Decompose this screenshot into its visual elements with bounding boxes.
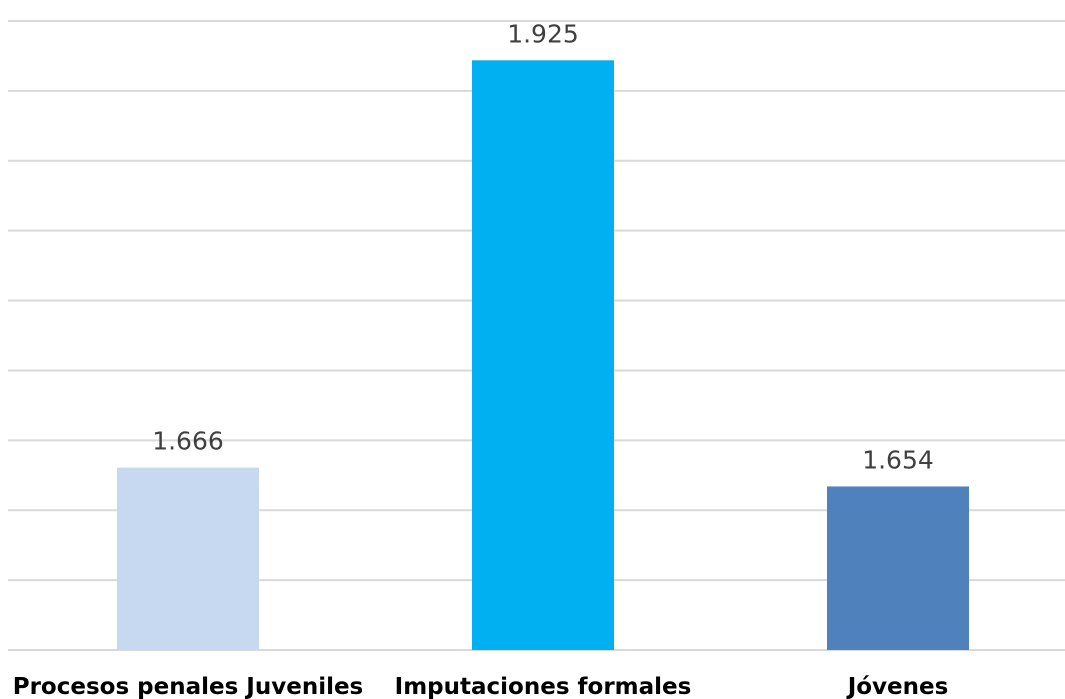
category-label-3: Jóvenes <box>846 674 949 699</box>
category-labels: Procesos penales Juveniles Imputaciones f… <box>13 674 949 699</box>
data-label-3: 1.654 <box>862 445 934 474</box>
bar-3 <box>827 486 969 650</box>
data-labels: 1.666 1.925 1.654 <box>152 19 934 474</box>
bar-2 <box>472 60 614 650</box>
category-label-1: Procesos penales Juveniles <box>13 674 364 699</box>
bar-1 <box>117 467 259 650</box>
data-label-2: 1.925 <box>507 19 579 48</box>
bars <box>117 60 969 650</box>
data-label-1: 1.666 <box>152 427 224 456</box>
category-label-2: Imputaciones formales <box>395 674 692 699</box>
